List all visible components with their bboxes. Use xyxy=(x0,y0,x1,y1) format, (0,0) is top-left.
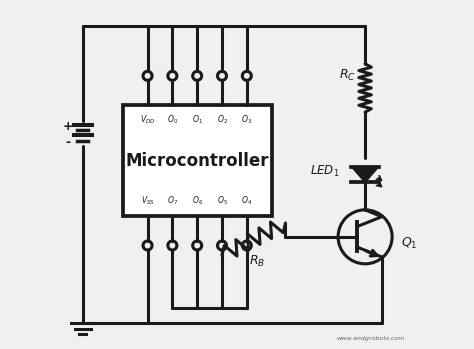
Text: $O_6$: $O_6$ xyxy=(191,195,203,207)
Text: Microcontroller: Microcontroller xyxy=(126,152,269,170)
Text: $V_{DD}$: $V_{DD}$ xyxy=(140,114,155,126)
Text: $O_1$: $O_1$ xyxy=(192,114,202,126)
Text: $R_B$: $R_B$ xyxy=(249,254,265,269)
Text: $Q_1$: $Q_1$ xyxy=(401,236,417,251)
Text: www.andgrobots.com: www.andgrobots.com xyxy=(337,336,405,341)
Text: $O_5$: $O_5$ xyxy=(217,195,228,207)
Text: $O_2$: $O_2$ xyxy=(217,114,228,126)
Text: $O_4$: $O_4$ xyxy=(241,195,252,207)
Text: -: - xyxy=(66,136,71,149)
Text: $O_7$: $O_7$ xyxy=(167,195,178,207)
Text: $O_3$: $O_3$ xyxy=(241,114,252,126)
Text: $LED_1$: $LED_1$ xyxy=(310,164,339,179)
Polygon shape xyxy=(351,166,379,183)
Text: $V_{SS}$: $V_{SS}$ xyxy=(141,195,155,207)
Text: +: + xyxy=(63,120,73,133)
FancyBboxPatch shape xyxy=(123,105,272,216)
Text: $R_C$: $R_C$ xyxy=(339,68,356,83)
Text: $O_0$: $O_0$ xyxy=(167,114,178,126)
